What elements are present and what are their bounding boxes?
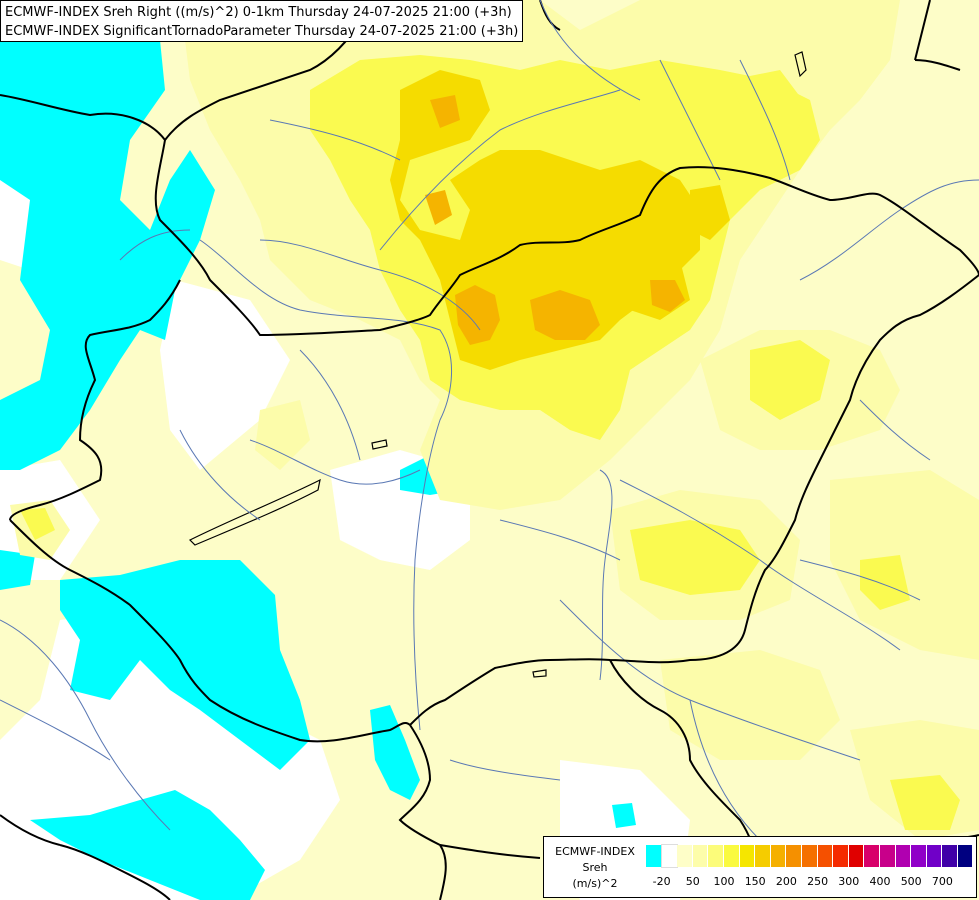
legend-swatch — [848, 845, 865, 867]
legend-tick-label: 100 — [713, 875, 735, 888]
legend-swatch — [957, 845, 974, 867]
legend-tick-label: 50 — [685, 875, 700, 888]
legend-swatch — [739, 845, 756, 867]
legend-model-label: ECMWF-INDEX — [555, 845, 635, 858]
legend-swatch — [926, 845, 943, 867]
regional-borders — [0, 0, 931, 781]
legend-tick-label: 250 — [807, 875, 829, 888]
legend-tick-label: 200 — [775, 875, 797, 888]
legend-swatch — [646, 845, 662, 867]
legend-swatch — [755, 845, 771, 867]
legend-swatch — [817, 845, 834, 867]
legend-swatch — [677, 845, 693, 867]
lakes — [188, 51, 807, 678]
legend-swatch — [786, 845, 802, 867]
legend-swatch — [911, 845, 927, 867]
negative-value-areas — [0, 0, 636, 900]
legend-tick-label: 150 — [744, 875, 766, 888]
legend-swatch — [864, 845, 880, 867]
legend-tick-label: 300 — [838, 875, 860, 888]
orange-areas — [425, 95, 685, 345]
legend-swatch — [942, 845, 958, 867]
legend: ECMWF-INDEX Sreh (m/s)^2 -20 50 100 150 200 2… — [543, 836, 977, 898]
title-line-1: ECMWF-INDEX Sreh Right ((m/s)^2) 0-1km T… — [5, 5, 512, 20]
legend-tick-label: 700 — [931, 875, 953, 888]
rivers — [0, 59, 979, 841]
legend-swatch — [879, 845, 896, 867]
map-title-box: ECMWF-INDEX Sreh Right ((m/s)^2) 0-1km T… — [0, 0, 523, 42]
legend-swatch — [801, 845, 818, 867]
title-line-2: ECMWF-INDEX SignificantTornadoParameter … — [5, 24, 519, 39]
legend-swatch — [723, 845, 740, 867]
legend-colorbar — [646, 844, 974, 868]
legend-tick-label: 400 — [869, 875, 891, 888]
legend-swatch — [895, 845, 912, 867]
legend-swatch — [770, 845, 787, 867]
legend-swatch — [660, 844, 679, 868]
legend-parameter-label: Sreh — [582, 861, 608, 874]
legend-ticks: -20 50 100 150 200 250 300 400 500 700 — [646, 875, 976, 891]
legend-tick-label: -20 — [652, 875, 671, 888]
legend-swatch — [692, 845, 709, 867]
legend-tick-label: 500 — [900, 875, 922, 888]
legend-unit-label: (m/s)^2 — [572, 877, 618, 890]
legend-swatch — [833, 845, 849, 867]
legend-swatch — [708, 845, 724, 867]
